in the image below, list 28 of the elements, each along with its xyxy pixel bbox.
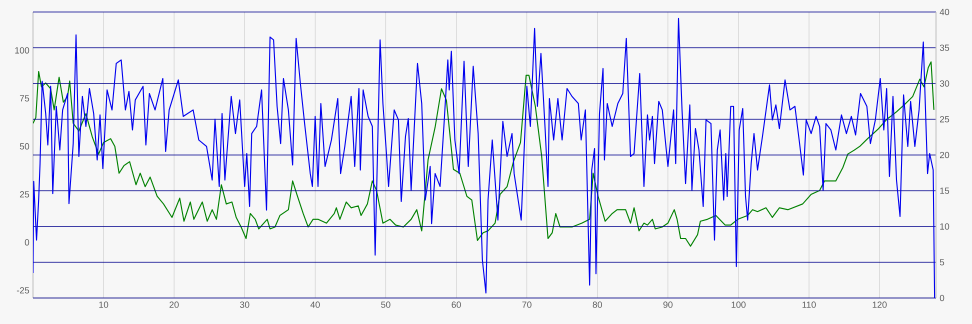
x-tick-label: 10 bbox=[99, 302, 108, 308]
x-tick-label: 120 bbox=[872, 302, 887, 308]
x-tick-label: 100 bbox=[732, 302, 746, 308]
y-tick-label: 50 bbox=[20, 143, 30, 150]
y-tick-label: -25 bbox=[16, 287, 30, 294]
x-tick-label: 30 bbox=[240, 302, 250, 308]
y-tick-label: 75 bbox=[20, 95, 30, 102]
y-tick-label: 25 bbox=[20, 191, 30, 198]
y2-tick-label: 25 bbox=[940, 116, 950, 122]
x-tick-label: 60 bbox=[452, 302, 461, 308]
y-tick-label: 100 bbox=[15, 47, 30, 54]
y2-tick-label: 10 bbox=[940, 223, 950, 230]
x-tick-label: 110 bbox=[802, 302, 816, 308]
y2-tick-label: 5 bbox=[940, 259, 944, 266]
line-series bbox=[33, 61, 934, 247]
y-tick-label: 0 bbox=[24, 239, 30, 246]
y2-tick-label: 20 bbox=[940, 152, 950, 158]
y2-tick-label: 40 bbox=[940, 8, 950, 16]
x-tick-label: 80 bbox=[592, 302, 602, 308]
y2-tick-label: 15 bbox=[940, 188, 950, 194]
y2-tick-label: 30 bbox=[940, 80, 950, 87]
y2-tick-label: 35 bbox=[940, 44, 950, 51]
x-tick-label: 40 bbox=[310, 302, 320, 308]
x-tick-label: 20 bbox=[170, 302, 179, 308]
x-tick-label: 90 bbox=[663, 302, 673, 308]
x-tick-label: 50 bbox=[381, 302, 390, 308]
y2-tick-label: 0 bbox=[940, 294, 944, 302]
x-tick-label: 70 bbox=[522, 302, 532, 308]
